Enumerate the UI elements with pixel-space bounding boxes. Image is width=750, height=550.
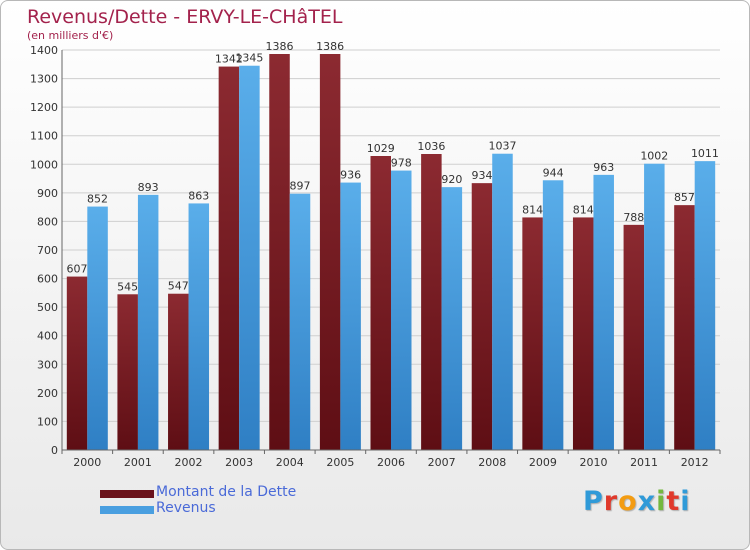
x-tick-label: 2000 [73,456,101,469]
bar-debt-2001 [117,294,138,450]
legend-swatch-revenus [100,506,154,514]
x-tick-label: 2005 [326,456,354,469]
bar-revenus-2006 [391,170,412,451]
y-tick-label: 500 [37,301,58,314]
legend-item-revenus: Revenus [100,500,216,517]
chart-title: Revenus/Dette - ERVY-LE-CHâTEL [27,6,343,28]
data-label-revenus: 852 [87,193,108,206]
bar-debt-2010 [572,217,594,450]
bar-debt-2003 [218,66,240,451]
bar-debt-2005 [319,54,341,450]
x-tick-label: 2001 [124,456,152,469]
y-tick-label: 200 [37,387,58,400]
logo-letter: r [603,486,619,517]
data-label-revenus: 963 [593,161,614,174]
x-tick-label: 2004 [276,456,304,469]
y-tick-label: 100 [37,415,58,428]
bar-debt-2008 [471,183,493,450]
bar-revenus-2007 [441,187,463,450]
y-tick-label: 0 [51,444,58,457]
bar-debt-2004 [269,54,290,450]
logo-letter: x [637,486,657,517]
data-label-debt: 814 [573,203,594,216]
bar-revenus-2000 [87,206,108,450]
data-label-revenus: 1011 [691,147,719,160]
bar-revenus-2008 [492,153,513,450]
legend-label-revenus: Revenus [156,500,216,516]
data-label-debt: 607 [67,263,88,276]
y-tick-label: 900 [37,187,58,200]
x-tick-label: 2003 [225,456,253,469]
bar-debt-2002 [168,293,189,450]
data-label-revenus: 897 [290,180,311,193]
data-label-revenus: 1037 [488,140,516,153]
data-label-debt: 814 [522,203,543,216]
logo-letter: P [583,486,604,517]
bar-revenus-2010 [593,174,614,450]
data-label-revenus: 863 [188,189,209,202]
bar-revenus-2005 [340,182,361,451]
bar-revenus-2002 [188,203,210,450]
y-tick-label: 1100 [30,130,58,143]
y-tick-label: 1300 [30,73,58,86]
proxiti-logo: Proxiti [583,486,691,517]
logo-letter: o [618,486,638,517]
logo-letter: t [666,486,681,517]
bar-revenus-2012 [694,161,716,450]
bar-revenus-2004 [289,193,311,450]
bar-revenus-2011 [644,163,665,450]
data-label-debt: 857 [674,191,695,204]
x-tick-label: 2009 [529,456,557,469]
legend-label-debt: Montant de la Dette [156,484,297,500]
bar-revenus-2003 [239,65,260,450]
data-label-revenus: 944 [543,166,564,179]
x-tick-label: 2012 [681,456,709,469]
data-label-debt: 1386 [316,40,344,53]
y-tick-label: 1200 [30,101,58,114]
x-tick-label: 2006 [377,456,405,469]
data-label-debt: 1036 [417,140,445,153]
data-label-debt: 1029 [367,142,395,155]
y-tick-label: 1000 [30,158,58,171]
bar-debt-2006 [370,156,391,450]
data-label-revenus: 1345 [235,52,263,65]
data-label-revenus: 936 [340,169,361,182]
data-label-debt: 934 [471,169,492,182]
bar-debt-2011 [623,224,645,450]
legend-item-debt: Montant de la Dette [100,484,296,501]
y-tick-label: 400 [37,330,58,343]
x-tick-label: 2007 [428,456,456,469]
data-label-debt: 545 [117,280,138,293]
data-label-debt: 1342 [215,53,243,66]
data-label-revenus: 920 [441,173,462,186]
y-tick-label: 1400 [30,44,58,57]
legend-swatch-debt [100,490,154,498]
data-label-debt: 788 [623,211,644,224]
data-label-revenus: 978 [391,157,412,170]
data-label-revenus: 1002 [640,150,668,163]
data-label-debt: 547 [168,280,189,293]
y-tick-label: 800 [37,215,58,228]
data-label-revenus: 893 [138,181,159,194]
bar-revenus-2009 [542,180,564,451]
data-label-debt: 1386 [266,40,294,53]
logo-letter: i [656,486,667,517]
x-tick-label: 2010 [579,456,607,469]
y-tick-label: 300 [37,358,58,371]
logo-letter: i [680,486,691,517]
bar-debt-2007 [421,154,442,450]
y-tick-label: 600 [37,273,58,286]
x-tick-label: 2008 [478,456,506,469]
bar-debt-2009 [522,217,543,450]
x-tick-label: 2002 [175,456,203,469]
bar-revenus-2001 [137,194,159,450]
bar-debt-2012 [674,205,695,450]
x-tick-label: 2011 [630,456,658,469]
y-tick-label: 700 [37,244,58,257]
chart-subtitle: (en milliers d'€) [27,29,114,42]
bar-debt-2000 [66,276,88,450]
